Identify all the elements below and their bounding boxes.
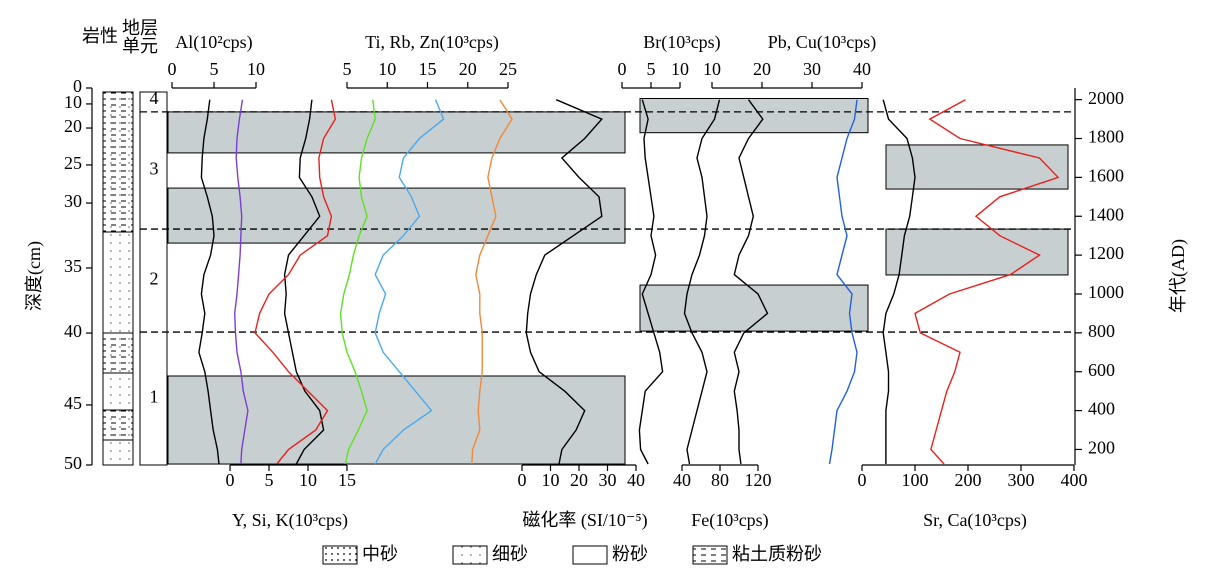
lithology-header: 岩性 — [82, 26, 118, 46]
value-tick-label: 120 — [745, 470, 772, 490]
value-tick-label: 5 — [343, 59, 352, 79]
axis-title: Y, Si, K(10³cps) — [232, 510, 348, 531]
age-tick-label: 1800 — [1088, 127, 1124, 147]
unit-label: 2 — [150, 269, 159, 289]
legend-label: 粉砂 — [612, 544, 648, 564]
proxy-curve — [525, 99, 603, 465]
proxy-curve — [914, 99, 1060, 465]
legend-label: 中砂 — [362, 544, 398, 564]
depth-tick-label: 50 — [64, 453, 82, 473]
legend-label: 粘土质粉砂 — [732, 544, 822, 564]
proxy-curve — [254, 99, 337, 465]
proxy-curve — [638, 99, 664, 465]
value-tick-label: 10 — [671, 59, 689, 79]
value-tick-label: 80 — [711, 470, 729, 490]
value-tick-label: 5 — [210, 59, 219, 79]
shaded-interval — [885, 144, 1069, 190]
shaded-interval — [167, 375, 626, 465]
value-tick-label: 5 — [647, 59, 656, 79]
value-tick-label: 0 — [858, 470, 867, 490]
age-axis-title: 年代(AD) — [1168, 239, 1189, 313]
value-tick-label: 100 — [902, 470, 929, 490]
value-tick-label: 10 — [299, 470, 317, 490]
value-tick-label: 25 — [499, 59, 517, 79]
age-tick-label: 800 — [1088, 321, 1115, 341]
proxy-curve — [733, 99, 769, 465]
lithology-column — [102, 91, 134, 466]
axis-title: Br(10³cps) — [643, 32, 720, 53]
proxy-curve — [683, 99, 721, 465]
value-tick-label: 40 — [853, 59, 871, 79]
legend — [322, 545, 728, 565]
axis-title: Fe(10³cps) — [691, 510, 768, 531]
value-tick-label: 0 — [226, 470, 235, 490]
depth-axis-title: 深度(cm) — [24, 241, 45, 311]
value-tick-label: 10 — [703, 59, 721, 79]
depth-tick-label: 45 — [64, 393, 82, 413]
value-tick-label: 15 — [419, 59, 437, 79]
value-tick-label: 40 — [627, 470, 645, 490]
age-tick-label: 2000 — [1088, 88, 1124, 108]
age-tick-label: 1600 — [1088, 166, 1124, 186]
unit-label: 3 — [150, 159, 159, 179]
proxy-curve — [233, 99, 249, 465]
legend-label: 细砂 — [492, 544, 528, 564]
value-tick-label: 20 — [459, 59, 477, 79]
depth-tick-label: 20 — [64, 116, 82, 136]
value-tick-label: 200 — [955, 470, 982, 490]
proxy-curve — [339, 99, 376, 465]
value-tick-label: 40 — [673, 470, 691, 490]
axis-title: Pb, Cu(10³cps) — [768, 32, 876, 53]
value-tick-label: 15 — [338, 470, 356, 490]
shaded-interval — [639, 97, 869, 134]
value-tick-label: 0 — [168, 59, 177, 79]
value-tick-label: 20 — [753, 59, 771, 79]
unit-column — [139, 91, 168, 466]
depth-tick-label: 30 — [64, 191, 82, 211]
unit-label: 1 — [150, 387, 159, 407]
value-tick-label: 30 — [803, 59, 821, 79]
shaded-interval — [167, 111, 626, 154]
age-tick-label: 600 — [1088, 360, 1115, 380]
depth-tick-label: 0 — [73, 76, 82, 96]
value-tick-label: 5 — [265, 470, 274, 490]
value-tick-label: 10 — [542, 470, 560, 490]
age-tick-label: 1000 — [1088, 282, 1124, 302]
depth-tick-label: 40 — [64, 321, 82, 341]
proxy-curve — [882, 99, 916, 464]
value-tick-label: 0 — [618, 59, 627, 79]
value-tick-label: 10 — [247, 59, 265, 79]
age-tick-label: 400 — [1088, 399, 1115, 419]
axis-title: Al(10²cps) — [175, 32, 252, 53]
age-tick-label: 1200 — [1088, 243, 1124, 263]
proxy-curve — [471, 99, 513, 465]
shaded-interval — [885, 228, 1069, 276]
proxy-curve — [828, 99, 858, 465]
unit-header: 单元 — [122, 36, 158, 56]
axis-title: Sr, Ca(10³cps) — [923, 510, 1027, 531]
age-tick-label: 200 — [1088, 438, 1115, 458]
unit-header: 地层 — [122, 18, 158, 38]
value-tick-label: 0 — [518, 470, 527, 490]
value-tick-label: 300 — [1008, 470, 1035, 490]
value-tick-label: 30 — [599, 470, 617, 490]
age-tick-label: 1400 — [1088, 204, 1124, 224]
proxy-curve — [283, 99, 325, 465]
depth-tick-label: 35 — [64, 256, 82, 276]
shaded-interval — [167, 187, 626, 244]
value-tick-label: 400 — [1061, 470, 1088, 490]
unit-label: 4 — [150, 88, 159, 108]
value-tick-label: 20 — [570, 470, 588, 490]
axis-title: Ti, Rb, Zn(10³cps) — [365, 32, 499, 53]
proxy-curve — [374, 99, 445, 465]
depth-tick-label: 25 — [64, 153, 82, 173]
proxy-curve — [198, 99, 220, 465]
value-tick-label: 10 — [378, 59, 396, 79]
shaded-interval — [639, 284, 869, 332]
axis-title: 磁化率 (SI/10⁻⁵) — [522, 510, 647, 531]
depth-tick-label: 10 — [64, 92, 82, 112]
